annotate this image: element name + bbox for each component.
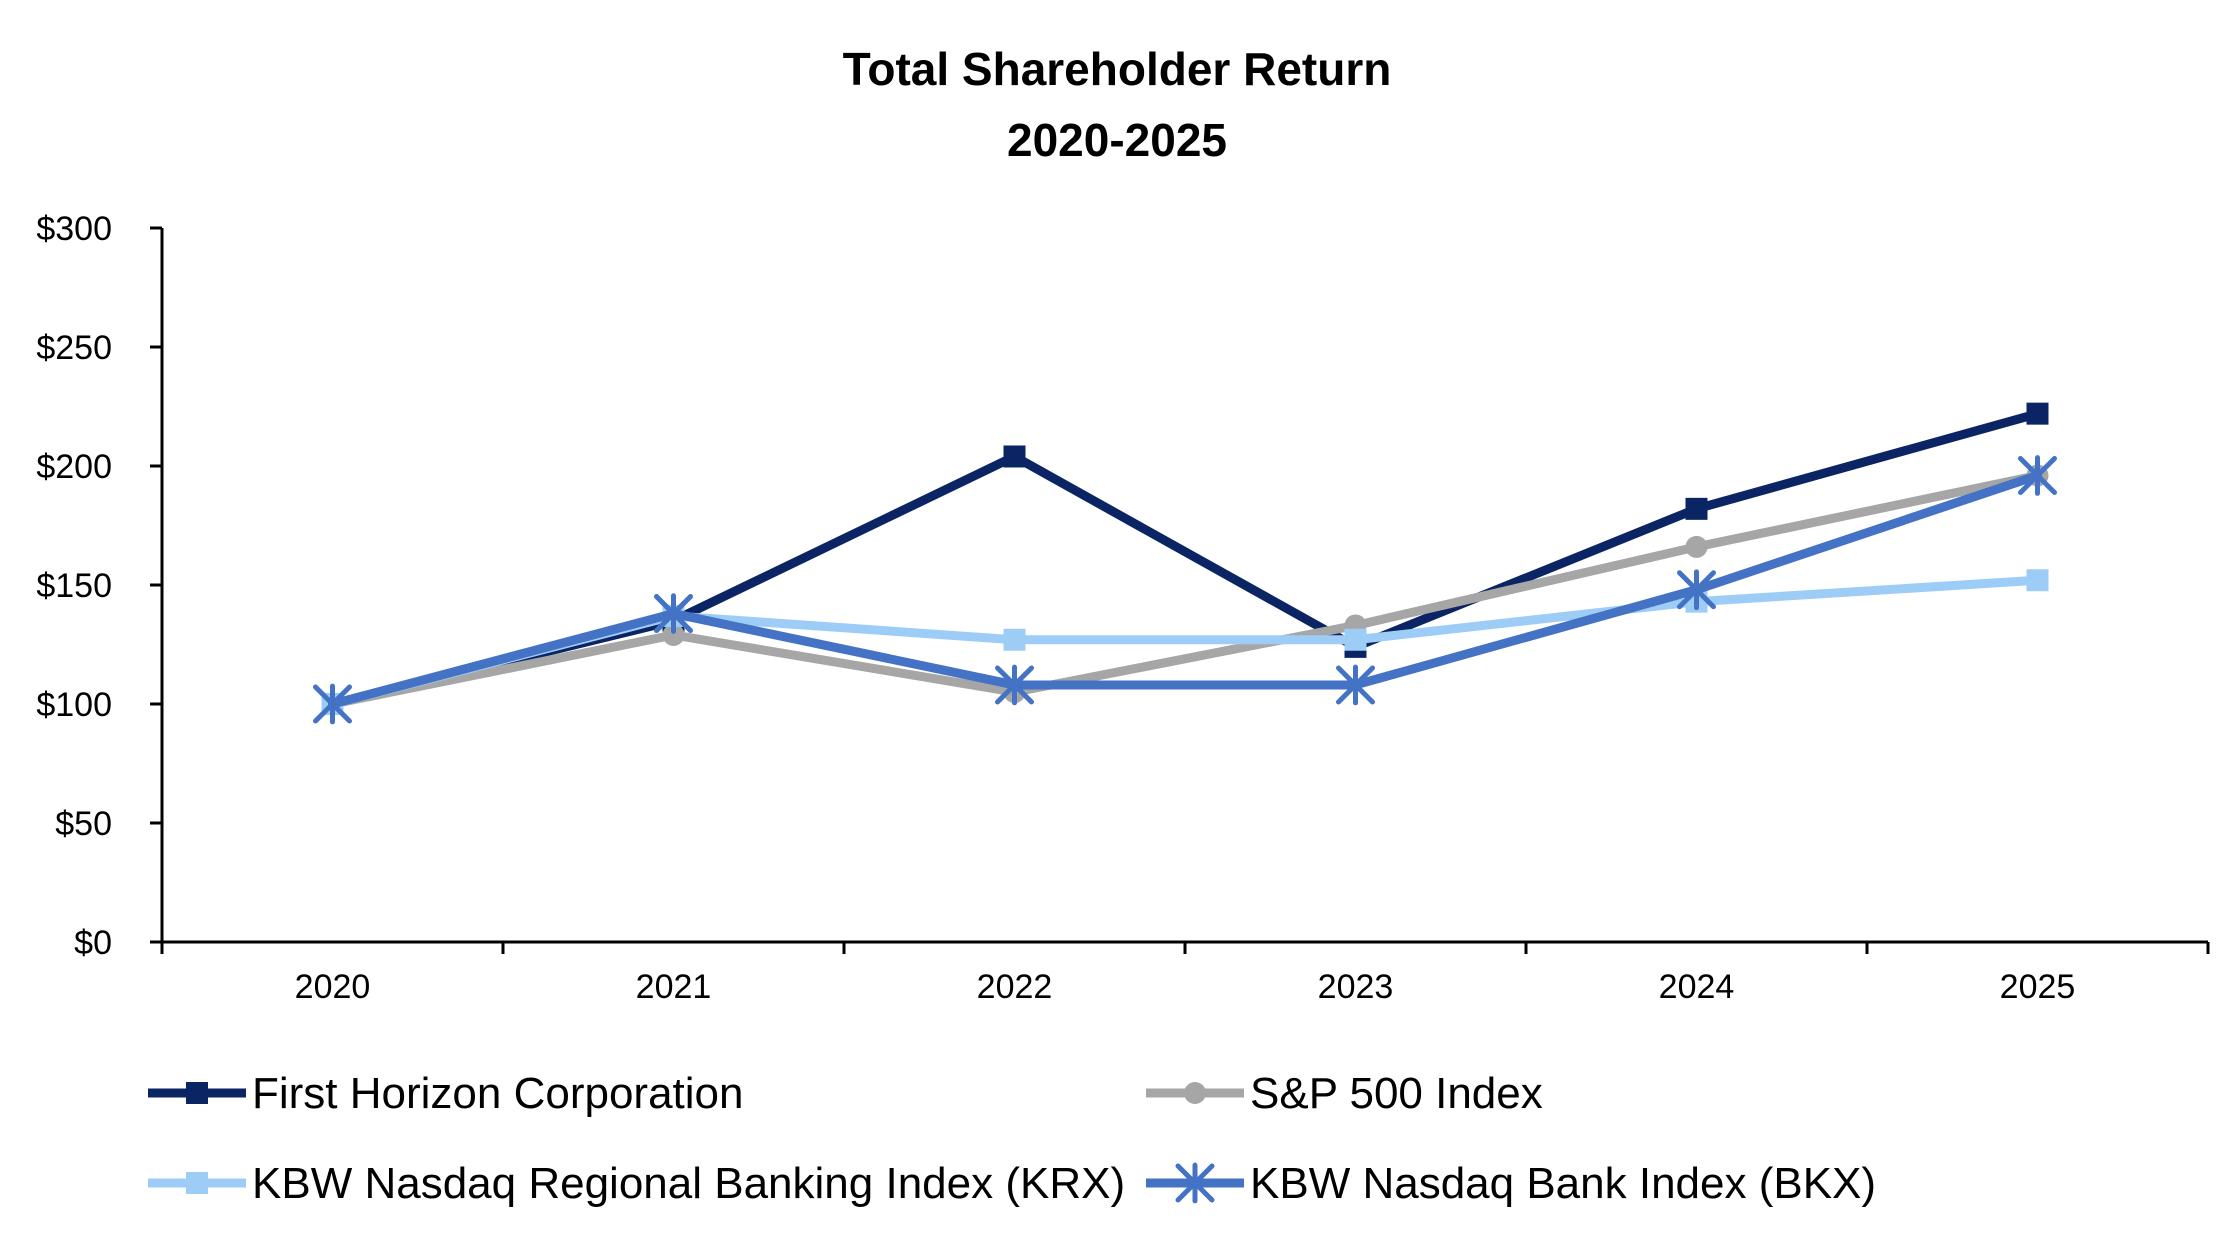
chart-title: Total Shareholder Return — [842, 43, 1392, 95]
series-3 — [313, 455, 2057, 725]
series-line — [328, 471, 2042, 709]
y-tick-label: $200 — [36, 448, 112, 486]
x-axis-ticks: 2020 2021 2022 2023 2024 2025 — [160, 942, 2210, 1006]
y-tick-label: $100 — [36, 686, 112, 724]
data-point — [995, 664, 1034, 706]
y-tick-label: $150 — [36, 567, 112, 605]
data-point — [2018, 455, 2057, 496]
data-point — [654, 593, 693, 634]
legend: First Horizon Corporation S&P 500 Index KB… — [148, 1069, 1876, 1208]
data-point — [313, 683, 352, 725]
legend-item: KBW Nasdaq Regional Banking Index (KRX) — [148, 1159, 1125, 1208]
legend-label: KBW Nasdaq Regional Banking Index (KRX) — [252, 1159, 1125, 1208]
data-point — [1003, 445, 1026, 468]
legend-item: KBW Nasdaq Bank Index (BKX) — [1146, 1159, 1876, 1208]
legend-item: S&P 500 Index — [1146, 1069, 1543, 1118]
legend-swatch-marker — [186, 1172, 208, 1194]
x-tick-label: 2024 — [1659, 968, 1735, 1006]
y-tick-label: $250 — [36, 329, 112, 367]
y-tick-label: $0 — [74, 924, 112, 962]
data-point — [1344, 628, 1367, 651]
series-1 — [321, 464, 2049, 715]
chart-subtitle: 2020-2025 — [1007, 114, 1227, 166]
data-point — [1003, 628, 1026, 651]
legend-swatch-marker — [1184, 1082, 1206, 1104]
data-point — [2026, 569, 2049, 592]
data-point — [1685, 497, 1708, 520]
data-point — [1677, 569, 1716, 611]
x-tick-label: 2023 — [1318, 968, 1394, 1006]
x-tick-label: 2021 — [636, 968, 712, 1006]
data-point — [1336, 664, 1375, 706]
series-group — [313, 402, 2057, 725]
x-tick-label: 2020 — [295, 968, 371, 1006]
x-tick-label: 2025 — [2000, 968, 2076, 1006]
y-axis-ticks: $0 $50 $100 $150 $200 $250 $300 — [36, 210, 162, 962]
data-point — [662, 623, 685, 646]
series-line — [328, 471, 2042, 709]
legend-swatch-marker — [1175, 1162, 1215, 1204]
legend-label: First Horizon Corporation — [252, 1069, 744, 1118]
legend-swatch-marker — [186, 1082, 208, 1104]
y-tick-label: $50 — [55, 805, 112, 843]
legend-item: First Horizon Corporation — [148, 1069, 744, 1118]
data-point — [1685, 535, 1708, 558]
y-tick-label: $300 — [36, 210, 112, 248]
legend-label: KBW Nasdaq Bank Index (BKX) — [1250, 1159, 1876, 1208]
legend-label: S&P 500 Index — [1250, 1069, 1543, 1118]
data-point — [2026, 402, 2049, 425]
x-tick-label: 2022 — [977, 968, 1053, 1006]
